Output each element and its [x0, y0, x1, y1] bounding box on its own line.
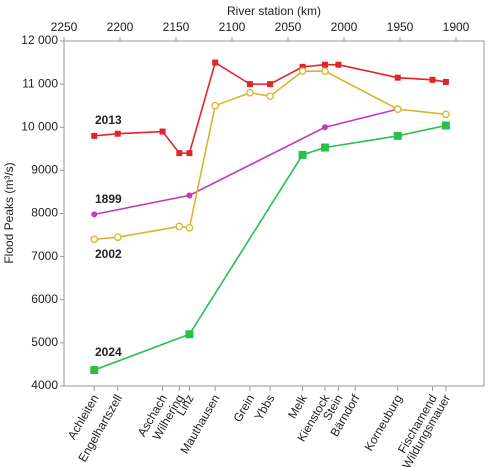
series-label: 2002	[95, 247, 122, 261]
marker	[176, 150, 183, 157]
marker	[185, 223, 194, 232]
x-tick-label: 2250	[51, 20, 78, 34]
x-tick-label: 2200	[107, 20, 134, 34]
marker	[91, 211, 98, 218]
station-label: Grein	[230, 392, 257, 424]
marker	[299, 63, 306, 70]
series-line	[93, 124, 447, 371]
marker	[246, 81, 253, 88]
marker	[91, 132, 98, 139]
series-label: 1899	[95, 192, 122, 206]
x-axis-title: River station (km)	[227, 4, 321, 18]
station-label: Ybbs	[252, 392, 278, 423]
marker	[441, 121, 450, 130]
y-tick-label: 5000	[31, 335, 58, 349]
x-tick-label: 2000	[331, 20, 358, 34]
marker	[442, 78, 449, 85]
marker	[429, 76, 436, 83]
marker	[212, 59, 219, 66]
marker	[266, 92, 274, 101]
series-line	[94, 61, 447, 154]
y-tick-label: 8000	[31, 206, 58, 220]
series-label: 2024	[95, 345, 122, 359]
y-tick-label: 4000	[31, 378, 58, 392]
marker	[320, 143, 329, 152]
marker	[394, 74, 401, 81]
marker	[298, 67, 307, 76]
marker	[321, 67, 329, 76]
series-label: 2013	[95, 113, 122, 127]
marker	[90, 235, 99, 244]
marker	[159, 128, 166, 135]
marker	[90, 366, 99, 375]
marker	[442, 110, 450, 119]
y-tick-label: 9000	[31, 163, 58, 177]
marker	[321, 61, 328, 68]
marker	[298, 150, 307, 159]
marker	[393, 105, 402, 113]
marker	[114, 130, 121, 137]
series-line	[94, 108, 398, 216]
marker	[321, 124, 328, 131]
y-tick-label: 7000	[31, 249, 58, 263]
marker	[186, 150, 193, 157]
y-axis-title: Flood Peaks (m³/s)	[2, 162, 16, 263]
y-tick-label: 12 000	[21, 33, 58, 47]
marker	[175, 222, 184, 231]
marker	[113, 233, 122, 242]
marker	[211, 101, 220, 110]
x-tick-label: 2100	[219, 20, 246, 34]
marker	[335, 61, 342, 68]
y-tick-label: 11 000	[22, 76, 58, 90]
x-tick-label: 1950	[387, 20, 414, 34]
marker	[267, 81, 274, 88]
marker	[393, 131, 402, 140]
y-tick-label: 6000	[31, 292, 58, 306]
marker	[246, 88, 254, 97]
x-tick-label: 2050	[275, 20, 302, 34]
x-tick-label: 2150	[163, 20, 190, 34]
x-tick-label: 1900	[443, 20, 470, 34]
marker	[185, 330, 194, 339]
y-tick-label: 10 000	[21, 119, 58, 133]
marker	[186, 192, 193, 199]
